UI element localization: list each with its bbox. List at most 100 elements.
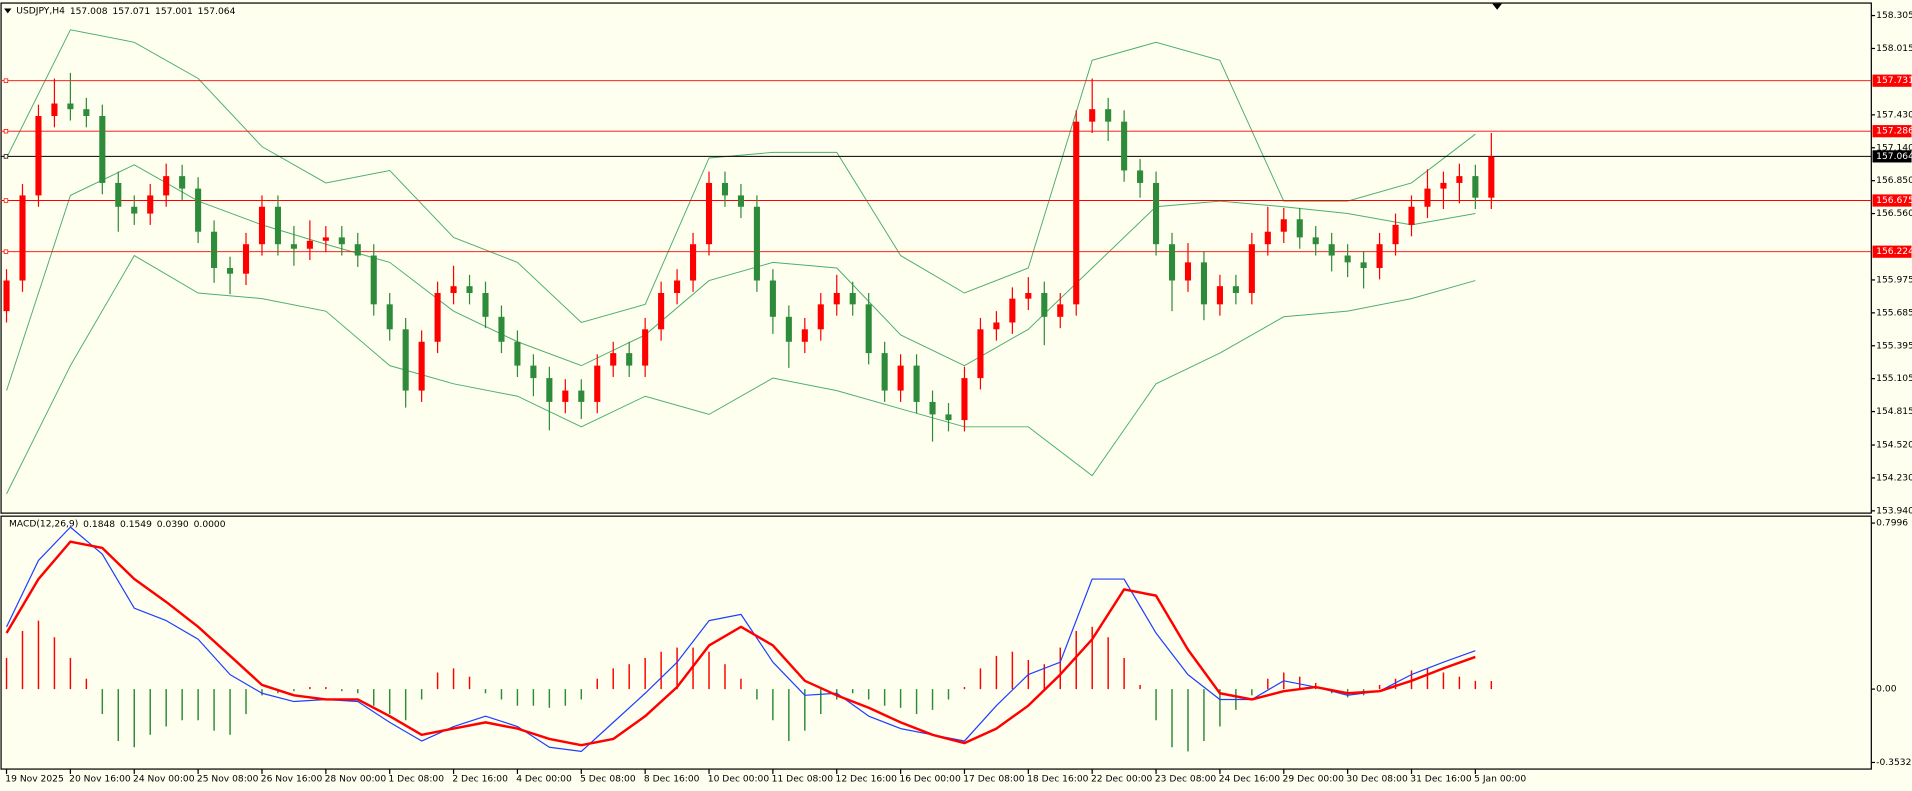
y-tick-label: 158.015 <box>1876 44 1912 54</box>
candle-body <box>1328 244 1335 256</box>
level-label-box <box>1872 74 1912 87</box>
y-tick-label: 0.7996 <box>1876 519 1908 529</box>
indicator-value: 0.0000 <box>194 520 226 530</box>
histogram-bar <box>676 647 678 690</box>
histogram-bar <box>963 687 966 690</box>
header-value: 157.064 <box>198 6 236 16</box>
y-tick-label: 153.940 <box>1876 506 1912 516</box>
shift-marker <box>1492 3 1503 10</box>
candle-body <box>705 182 713 245</box>
histogram-bar <box>867 689 870 700</box>
level-label-box <box>1872 125 1912 138</box>
x-tick-label: 29 Dec 00:00 <box>1283 774 1345 784</box>
candle-body <box>1312 237 1319 245</box>
level-handle <box>3 198 9 203</box>
histogram-bar <box>612 668 614 690</box>
candle-body <box>1344 255 1351 263</box>
candle-body <box>817 304 824 330</box>
histogram-bar <box>931 689 934 710</box>
histogram-bar <box>1474 680 1477 690</box>
histogram-bar <box>1123 657 1125 690</box>
header-value: 157.008 <box>70 6 108 16</box>
histogram-bar <box>325 687 327 690</box>
y-tick-label: 154.520 <box>1876 441 1912 451</box>
x-tick-label: 1 Dec 08:00 <box>388 774 444 784</box>
histogram-bar <box>500 689 503 700</box>
candle-body <box>881 353 888 391</box>
candle-body <box>3 280 10 312</box>
candle-body <box>801 329 808 342</box>
candle-body <box>913 365 920 402</box>
level-label-box <box>1872 150 1912 163</box>
candle-body <box>1376 244 1383 269</box>
candle-body <box>977 329 984 379</box>
x-tick-label: 28 Nov 00:00 <box>325 774 387 784</box>
bollinger-middle <box>6 164 1476 391</box>
candle-body <box>1137 170 1144 183</box>
histogram-bar <box>341 689 343 692</box>
candle-body <box>354 244 361 256</box>
histogram-bar <box>1378 684 1381 690</box>
histogram-bar <box>628 664 630 690</box>
candle-body <box>482 292 489 317</box>
x-tick-label: 30 Dec 08:00 <box>1346 774 1408 784</box>
y-tick-label: 157.140 <box>1876 143 1912 153</box>
candle-body <box>514 341 521 366</box>
candle-body <box>179 176 186 189</box>
candle-body <box>306 240 313 249</box>
indicator-value: 0.0390 <box>157 520 189 530</box>
candle-body <box>785 316 792 342</box>
histogram-bar <box>740 678 742 690</box>
candle-body <box>131 206 138 214</box>
x-tick-label: 25 Nov 08:00 <box>197 774 259 784</box>
candle-body <box>67 103 74 110</box>
candle-body <box>242 244 250 274</box>
level-handle <box>3 78 9 83</box>
histogram-bar <box>197 689 199 721</box>
candle-body <box>35 115 42 196</box>
candle-body <box>865 304 872 354</box>
histogram-bar <box>660 651 662 690</box>
candle-body <box>1153 182 1160 245</box>
candle-body <box>83 109 90 116</box>
candle-body <box>530 365 537 379</box>
candle-body <box>833 292 840 305</box>
level-label: 156.224 <box>1876 247 1912 257</box>
candle-body <box>1248 244 1255 293</box>
candle-body <box>562 390 569 402</box>
histogram-bar <box>947 689 950 700</box>
candle-body <box>769 280 776 317</box>
candle-body <box>1296 219 1303 238</box>
candle-body <box>1057 304 1064 317</box>
x-tick-label: 26 Nov 16:00 <box>261 774 323 784</box>
indicator-value: 0.1848 <box>83 520 115 530</box>
x-tick-label: 17 Dec 08:00 <box>963 774 1025 784</box>
level-handle <box>3 154 9 159</box>
y-tick-label: 154.815 <box>1876 407 1912 417</box>
histogram-bar <box>1075 630 1077 690</box>
candle-body <box>1184 262 1192 281</box>
histogram-bar <box>692 647 694 690</box>
histogram-bar <box>181 689 183 721</box>
histogram-bar <box>69 657 72 690</box>
candle-body <box>721 182 729 196</box>
candle-body <box>690 244 697 281</box>
candle-body <box>211 231 218 269</box>
histogram-bar <box>899 689 902 708</box>
macd-line <box>6 526 1476 752</box>
candle-body <box>897 365 904 391</box>
candle-body <box>1168 244 1176 281</box>
x-tick-label: 20 Nov 16:00 <box>69 774 131 784</box>
histogram-bar <box>580 689 583 700</box>
x-tick-label: 4 Dec 00:00 <box>516 774 572 784</box>
histogram-bar <box>1426 668 1429 690</box>
histogram-bar <box>1203 689 1205 742</box>
header-value: 157.071 <box>112 6 150 16</box>
candle-body <box>1360 262 1367 269</box>
histogram-bar <box>596 678 598 690</box>
y-tick-label: 155.395 <box>1876 341 1912 351</box>
x-tick-label: 5 Dec 08:00 <box>580 774 636 784</box>
y-tick-label: 155.685 <box>1876 308 1912 318</box>
histogram-bar <box>788 689 790 742</box>
